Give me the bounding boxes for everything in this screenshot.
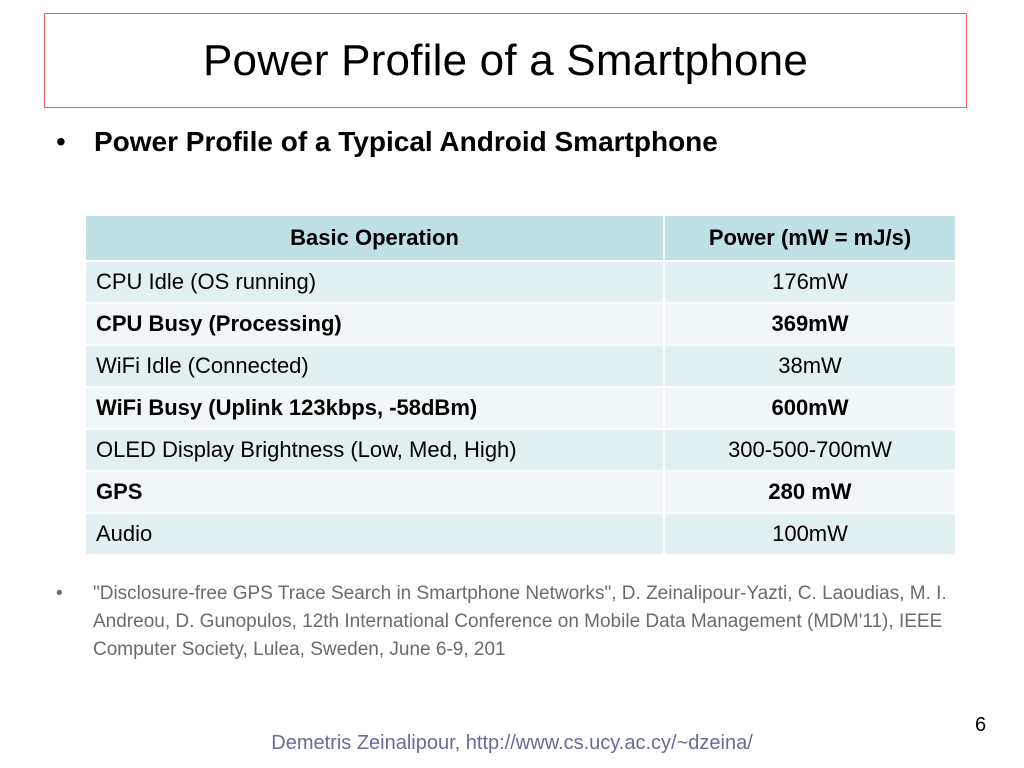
power-cell: 38mW [663, 344, 957, 388]
table-row: Audio 100mW [84, 512, 957, 556]
header-power: Power (mW = mJ/s) [663, 214, 957, 262]
power-cell: 176mW [663, 260, 957, 304]
bullet-marker: • [56, 126, 66, 157]
table-header-row: Basic Operation Power (mW = mJ/s) [84, 214, 957, 262]
page-number: 6 [975, 714, 987, 736]
power-cell: 280 mW [663, 470, 957, 514]
power-cell: 100mW [663, 512, 957, 556]
table-row: WiFi Busy (Uplink 123kbps, -58dBm) 600mW [84, 386, 957, 430]
operation-cell: OLED Display Brightness (Low, Med, High) [84, 428, 665, 472]
power-table: Basic Operation Power (mW = mJ/s) CPU Id… [84, 214, 957, 556]
table-row: CPU Busy (Processing) 369mW [84, 302, 957, 346]
table-row: WiFi Idle (Connected) 38mW [84, 344, 957, 388]
operation-cell: WiFi Busy (Uplink 123kbps, -58dBm) [84, 386, 665, 430]
power-cell: 369mW [663, 302, 957, 346]
power-cell: 600mW [663, 386, 957, 430]
table-body: CPU Idle (OS running) 176mW CPU Busy (Proc… [84, 260, 957, 556]
slide-title: Power Profile of a Smartphone [203, 35, 808, 85]
title-box: Power Profile of a Smartphone [44, 13, 967, 108]
main-bullet: • Power Profile of a Typical Android Sma… [56, 126, 718, 158]
power-cell: 300-500-700mW [663, 428, 957, 472]
operation-cell: Audio [84, 512, 665, 556]
operation-cell: GPS [84, 470, 665, 514]
footer-text: Demetris Zeinalipour, http://www.cs.ucy.… [271, 732, 753, 754]
header-basic-operation: Basic Operation [84, 214, 665, 262]
operation-cell: CPU Busy (Processing) [84, 302, 665, 346]
operation-cell: WiFi Idle (Connected) [84, 344, 665, 388]
table-row: GPS 280 mW [84, 470, 957, 514]
bullet-text: Power Profile of a Typical Android Smart… [94, 126, 718, 157]
table-row: OLED Display Brightness (Low, Med, High)… [84, 428, 957, 472]
reference-bullet: • "Disclosure-free GPS Trace Search in S… [56, 580, 986, 664]
operation-cell: CPU Idle (OS running) [84, 260, 665, 304]
reference-text: "Disclosure-free GPS Trace Search in Sma… [93, 583, 947, 660]
reference-bullet-marker: • [56, 583, 63, 604]
table-row: CPU Idle (OS running) 176mW [84, 260, 957, 304]
